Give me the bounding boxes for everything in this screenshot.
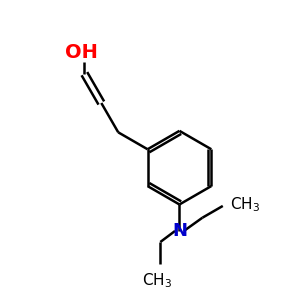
Text: OH: OH bbox=[65, 43, 98, 62]
Text: CH$_3$: CH$_3$ bbox=[142, 272, 172, 290]
Text: N: N bbox=[172, 222, 187, 240]
Text: CH$_3$: CH$_3$ bbox=[230, 195, 260, 214]
